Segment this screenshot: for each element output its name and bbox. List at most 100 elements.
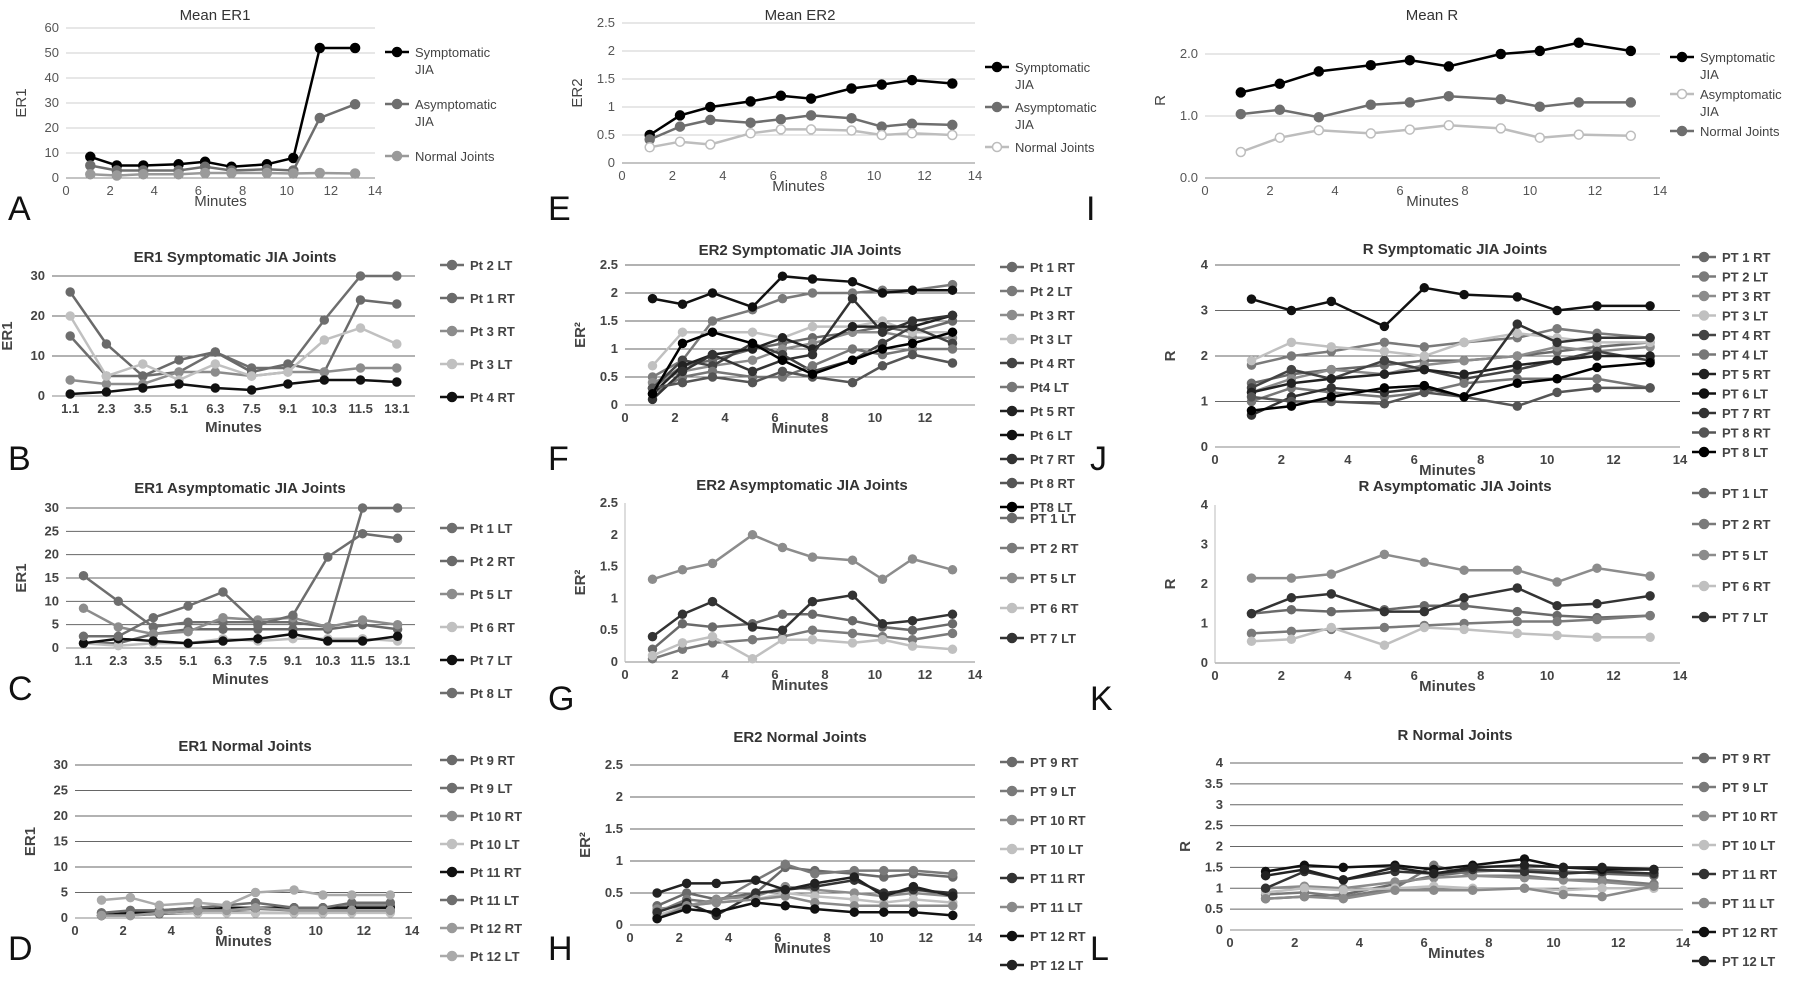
legend-swatch-marker: [1698, 580, 1710, 592]
data-point: [1459, 624, 1469, 635]
data-point: [681, 878, 692, 889]
data-point: [777, 609, 788, 620]
series-7: [1246, 283, 1655, 332]
data-point: [879, 907, 889, 917]
chart-title: ER1 Asymptomatic JIA Joints: [134, 480, 345, 497]
legend-swatch-marker: [1006, 785, 1018, 797]
x-tick-label: 10: [869, 930, 883, 945]
y-tick-label: 25: [45, 523, 59, 538]
data-point: [876, 129, 887, 141]
data-point: [750, 897, 761, 908]
data-point: [318, 890, 328, 900]
data-point: [1235, 146, 1247, 158]
series-line: [101, 901, 391, 915]
series-line: [1240, 41, 1631, 94]
y-tick-label: 1.5: [600, 559, 618, 574]
y-tick-label: 1: [611, 590, 618, 605]
x-tick-label: 2: [1278, 668, 1285, 683]
panel-label: A: [8, 190, 31, 228]
data-point: [877, 361, 888, 371]
x-axis-label: Minutes: [212, 671, 269, 688]
x-tick-label: 0: [1211, 452, 1218, 467]
legend-label: Pt 2 LT: [470, 258, 512, 273]
data-point: [747, 377, 758, 388]
series-line: [83, 532, 398, 638]
data-point: [1338, 875, 1349, 885]
data-point: [174, 379, 184, 389]
data-point: [780, 901, 791, 911]
data-point: [1645, 571, 1655, 581]
legend-label: Asymptomatic: [1700, 87, 1782, 102]
data-point: [1645, 301, 1655, 311]
x-axis-label: Minutes: [1428, 945, 1485, 962]
legend-swatch-marker: [446, 687, 458, 699]
data-point: [747, 634, 758, 645]
y-tick-label: 0: [38, 388, 45, 403]
legend-swatch-marker: [1006, 930, 1018, 942]
y-tick-label: 1.5: [597, 71, 615, 86]
y-tick-label: 0: [61, 910, 68, 925]
x-tick-label: 8: [1477, 452, 1484, 467]
x-tick-label: 12: [357, 923, 371, 938]
data-point: [947, 78, 958, 89]
series-10: [1246, 358, 1655, 416]
data-point: [805, 124, 817, 135]
x-axis-label: Minutes: [772, 420, 829, 437]
data-point: [948, 901, 958, 911]
data-point: [1246, 636, 1257, 647]
series-line: [90, 171, 356, 177]
data-point: [138, 383, 148, 393]
data-point: [1299, 891, 1310, 902]
legend-label: PT 12 RT: [1030, 929, 1086, 944]
data-point: [221, 900, 232, 911]
legend-label: Pt 10 RT: [470, 809, 522, 824]
data-point: [65, 311, 75, 321]
legend-label: PT 6 RT: [1030, 601, 1078, 616]
data-point: [283, 359, 293, 369]
data-point: [253, 619, 263, 630]
x-tick-label: 0: [1201, 183, 1208, 198]
data-point: [78, 603, 89, 614]
data-point: [1286, 604, 1297, 615]
data-point: [907, 641, 918, 651]
chart-title: R Asymptomatic JIA Joints: [1358, 478, 1551, 495]
chart-title: Mean ER2: [765, 7, 836, 24]
y-tick-label: 2: [616, 789, 623, 804]
data-point: [775, 114, 787, 125]
data-point: [674, 121, 686, 132]
panel-label: G: [548, 680, 574, 718]
x-tick-label: 10: [867, 168, 881, 183]
panel-label: I: [1086, 190, 1095, 228]
x-tick-label: 12: [1588, 183, 1602, 198]
series-line: [1251, 553, 1651, 584]
series-line: [652, 628, 953, 660]
series-line: [652, 274, 953, 309]
series-line: [1240, 124, 1631, 154]
legend-label: Symptomatic: [1015, 60, 1091, 75]
data-point: [1459, 392, 1469, 402]
data-point: [1552, 305, 1562, 316]
data-point: [183, 638, 193, 649]
data-point: [96, 910, 107, 921]
data-point: [319, 375, 330, 385]
y-tick-label: 2.5: [605, 757, 623, 772]
data-point: [1338, 862, 1349, 873]
data-point: [807, 349, 818, 360]
legend-swatch-marker: [1698, 752, 1710, 764]
data-point: [1260, 893, 1271, 904]
series-line: [82, 506, 398, 629]
series-1: [85, 99, 361, 176]
y-tick-label: 30: [45, 95, 59, 110]
data-point: [1534, 101, 1546, 112]
x-tick-label: 11.5: [348, 401, 373, 416]
legend-swatch-marker: [1698, 839, 1710, 851]
y-tick-label: 0.5: [597, 127, 615, 142]
data-point: [349, 99, 361, 110]
data-point: [210, 347, 221, 357]
data-point: [1592, 383, 1602, 393]
data-point: [677, 338, 688, 349]
data-point: [1326, 606, 1337, 617]
legend-swatch-marker: [1698, 329, 1710, 341]
x-tick-label: 8: [824, 930, 831, 945]
